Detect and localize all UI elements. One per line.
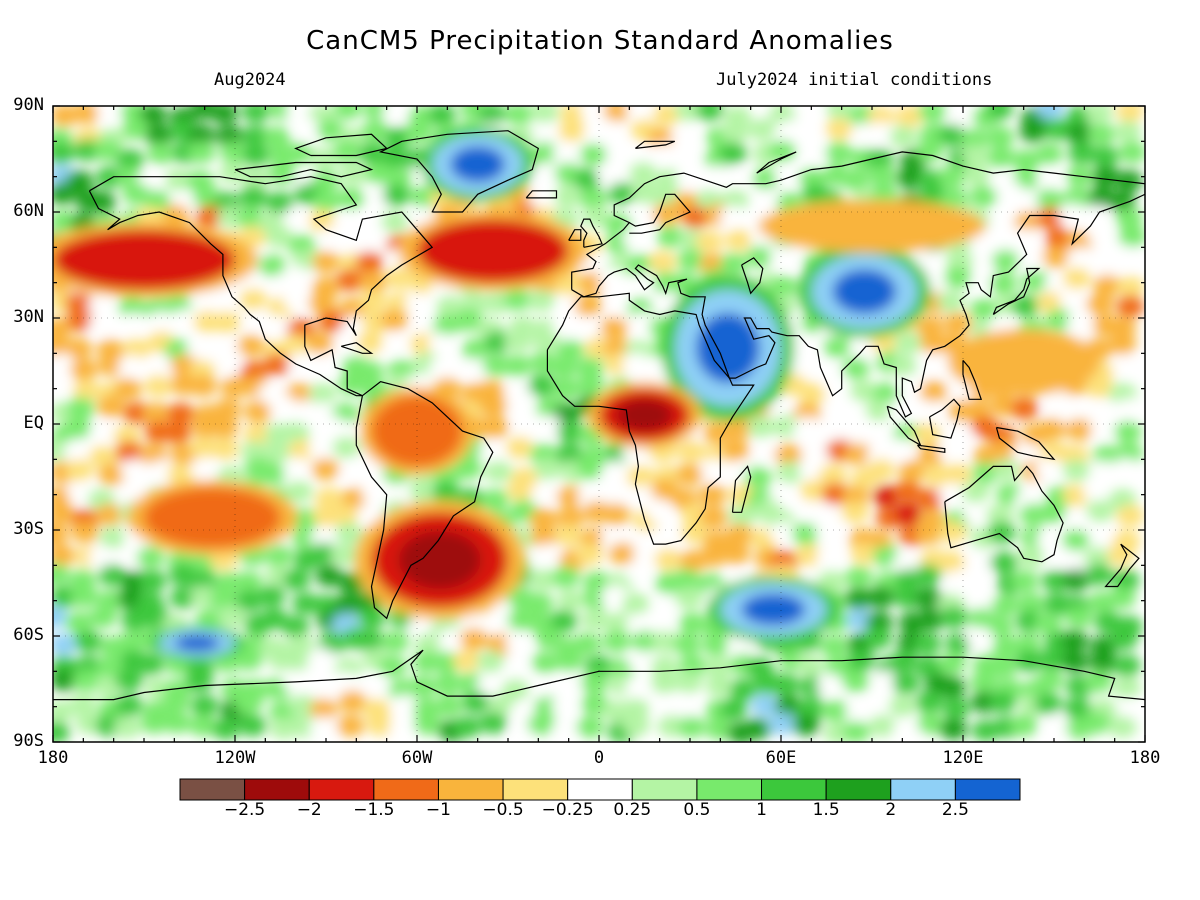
colorbar-swatch [696,778,763,801]
colorbar-swatch [825,778,892,801]
anomaly-region [174,634,220,652]
colorbar-label: −1 [425,800,451,820]
anomaly-region [171,499,254,536]
lon-label: 180 [37,748,69,768]
colorbar-label: −1.5 [353,800,395,820]
coastline [635,140,676,149]
lat-label: 90N [13,95,44,115]
colorbar-swatch [761,778,827,801]
coastline [580,218,603,248]
lon-label: 180 [1129,748,1161,768]
colorbar-label: 2 [885,800,897,820]
coastline [53,649,1145,701]
anomaly-region [389,409,445,453]
lat-label: 30S [13,519,44,539]
coastline [929,398,961,439]
lat-label: EQ [23,413,44,433]
coastline [917,444,946,453]
coastline [571,151,1145,418]
colorbar-label: 0.25 [613,800,652,820]
anomaly-region [447,231,539,270]
coastline [525,190,558,199]
colorbar-label: −0.5 [482,800,524,820]
coastline [731,465,752,513]
coastline [234,161,374,178]
coastline [378,130,540,213]
colorbar-label: 1.5 [812,800,840,820]
coastline [756,151,797,174]
colorbar [179,778,1021,801]
colorbar-swatch [179,778,246,801]
colorbar-label: −2.5 [223,800,266,820]
colorbar-swatch [567,778,633,801]
colorbar-swatch [954,778,1021,801]
initial-conditions: July2024 initial conditions [716,70,993,90]
coastline [944,465,1064,563]
anomaly-region [450,146,505,183]
coastline [741,257,764,295]
anomaly-region [398,531,481,589]
anomaly-region [89,241,199,278]
coastline [962,360,983,400]
colorbar-swatch [244,778,310,801]
anomaly-region [817,213,927,239]
coastline [629,193,691,234]
map-title: CanCM5 Precipitation Standard Anomalies [306,26,894,56]
coastline [1104,543,1140,588]
colorbar-swatch [437,778,504,801]
lon-label: 60E [765,748,797,768]
coastline [294,133,388,157]
colorbar-swatch [631,778,698,801]
valid-month: Aug2024 [214,70,286,90]
colorbar-swatch [502,778,569,801]
anomaly-region [617,399,672,432]
lon-label: 120W [214,748,256,768]
lon-label: 60W [401,748,433,768]
colorbar-label: −0.25 [541,800,594,820]
colorbar-label: 1 [756,800,767,820]
colorbar-swatch [308,778,375,801]
coastline [88,176,434,397]
coastlines [53,130,1145,701]
coastline [355,380,494,620]
coastline [992,267,1041,315]
lon-label: 120E [942,748,984,768]
colorbar-swatch [890,778,956,801]
anomaly-region [832,269,897,314]
coastline [341,342,374,354]
lat-label: 90S [13,731,44,751]
anomaly-region [741,593,806,626]
anomaly-region [696,313,760,384]
anomaly-region [987,346,1061,379]
lat-label: 60S [13,625,44,645]
coastline [995,426,1056,461]
coastline [568,229,582,241]
colorbar-label: 2.5 [941,800,969,820]
colorbar-label: −2 [296,800,322,820]
lat-label: 60N [13,201,44,221]
anomaly-field [53,106,1145,742]
colorbar-swatch [373,778,439,801]
coastline [546,292,755,545]
lat-label: 30N [13,307,44,327]
graticule [53,106,1145,742]
lon-label: 0 [593,748,605,768]
colorbar-label: 0.5 [683,800,711,820]
